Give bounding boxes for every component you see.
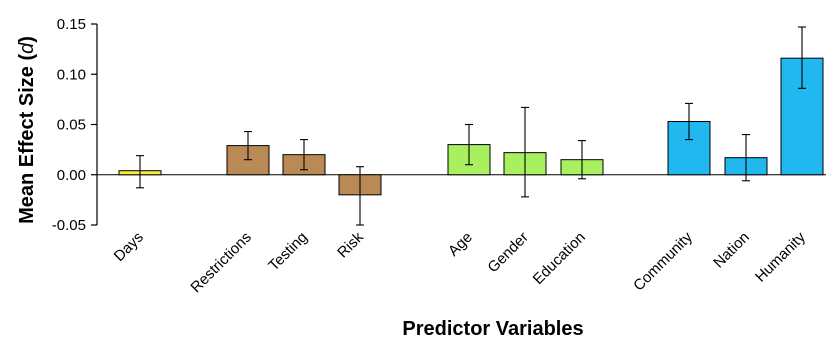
- y-axis-title-symbol: d: [16, 42, 38, 54]
- x-tick-label: Testing: [265, 229, 311, 275]
- y-axis-title: Mean Effect Size (d): [16, 36, 38, 224]
- x-tick-labels: Days Restrictions Testing Risk Age GenderEduc…: [111, 228, 810, 296]
- y-tick-label: 0.10: [57, 66, 86, 83]
- x-tick-label: Education: [530, 229, 589, 288]
- x-tick-label: Days: [111, 229, 147, 265]
- y-axis-title-close: ): [16, 36, 38, 43]
- x-tick-label: Risk: [334, 228, 367, 261]
- x-tick-label: Community: [630, 228, 696, 294]
- x-tick-label: Gender: [484, 229, 531, 276]
- y-tick-label: 0.05: [57, 117, 86, 134]
- y-axis-title-main: Mean Effect Size (: [16, 54, 38, 224]
- x-tick-label: Nation: [710, 229, 753, 272]
- y-tick-label: 0.15: [57, 16, 86, 33]
- x-tick-label: Humanity: [752, 228, 809, 285]
- y-tick-label: 0.00: [57, 167, 86, 184]
- error-bars: [136, 26, 806, 226]
- x-tick-label: Age: [445, 229, 476, 260]
- x-axis-title: Predictor Variables: [402, 318, 583, 340]
- x-tick-label: Restrictions: [187, 229, 254, 296]
- y-tick-label: -0.05: [52, 217, 86, 234]
